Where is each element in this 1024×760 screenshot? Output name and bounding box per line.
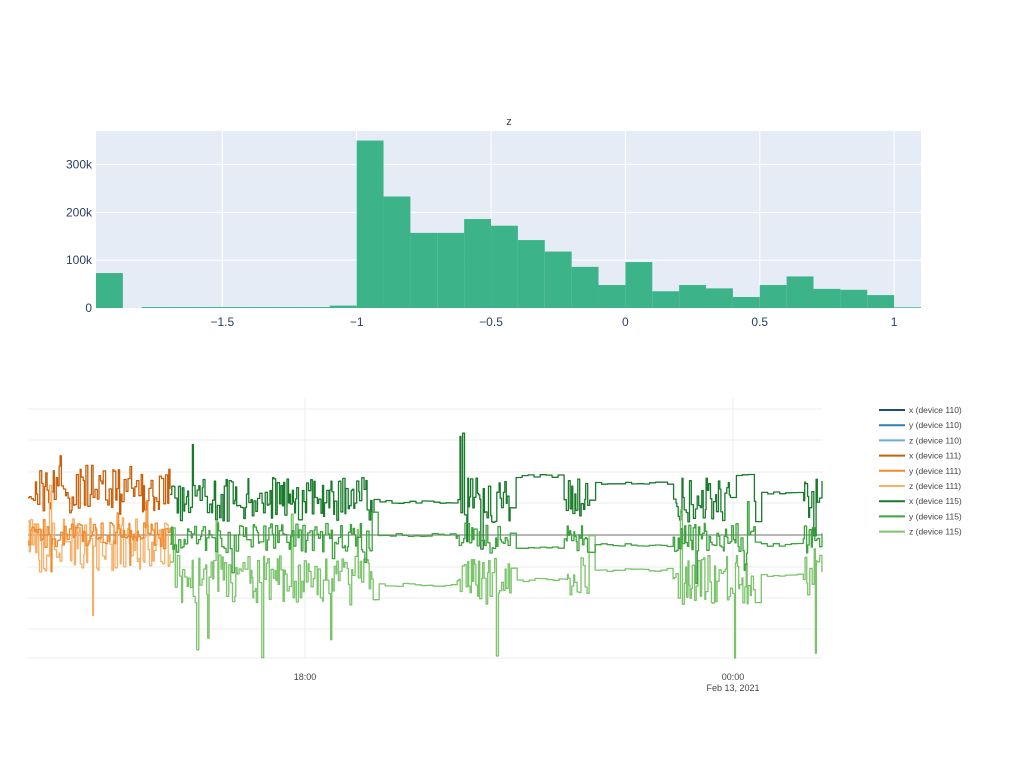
histogram-bar — [517, 240, 545, 308]
histogram-bar — [544, 251, 572, 308]
histogram-bar — [894, 307, 921, 308]
legend-label: y (device 115) — [909, 511, 962, 521]
histogram-y-tick-label: 100k — [66, 253, 93, 267]
histogram-bar — [222, 307, 250, 308]
histogram-bar — [786, 276, 814, 308]
legend-label: z (device 110) — [909, 435, 962, 445]
histogram-bar — [141, 307, 169, 308]
histogram-bar — [302, 307, 330, 308]
histogram-bar — [383, 196, 411, 308]
timeseries-gridlines — [28, 398, 822, 659]
histogram-bar — [840, 289, 868, 308]
histogram-bar — [249, 307, 277, 308]
legend-item[interactable]: x (device 115) — [879, 496, 962, 506]
histogram-y-tick-label: 200k — [66, 205, 93, 219]
histogram-x-tick-label: −1.5 — [210, 315, 234, 329]
histogram-bar — [813, 288, 841, 308]
legend-item[interactable]: z (device 110) — [879, 435, 962, 445]
timeseries-series-line — [170, 509, 823, 659]
histogram-bar — [276, 307, 303, 308]
histogram-bars — [96, 140, 921, 308]
histogram-bar — [706, 288, 733, 308]
histogram-bar — [732, 296, 760, 308]
histogram-bar — [329, 305, 357, 308]
legend-label: z (device 115) — [909, 527, 962, 537]
legend-item[interactable]: y (device 110) — [879, 420, 962, 430]
timeseries-lines — [28, 432, 823, 659]
histogram-bar — [168, 307, 196, 308]
histogram-bar — [410, 232, 438, 308]
legend-label: y (device 111) — [909, 466, 961, 476]
histogram-y-tick-label: 0 — [85, 301, 92, 315]
histogram-x-tick-label: −1 — [350, 315, 364, 329]
histogram-gridlines — [96, 131, 921, 308]
timeseries-x-tick-label: 00:00 — [722, 672, 745, 682]
legend-item[interactable]: y (device 111) — [879, 466, 961, 476]
legend-item[interactable]: z (device 111) — [879, 481, 961, 491]
histogram-x-tick-label: 1 — [891, 315, 898, 329]
histogram-title: z — [506, 116, 512, 128]
timeseries-series-line — [28, 484, 171, 617]
histogram-bar — [598, 285, 626, 308]
histogram-bar — [652, 291, 680, 308]
timeseries-x-tick-sublabel: Feb 13, 2021 — [706, 683, 759, 693]
legend-label: z (device 111) — [909, 481, 961, 491]
histogram-bar — [571, 266, 599, 308]
timeseries-series-line — [170, 432, 823, 550]
legend-label: x (device 115) — [909, 496, 962, 506]
legend-item[interactable]: x (device 111) — [879, 451, 961, 461]
histogram-chart: 0 100k 200k 300k −1.5 −1 −0.5 0 0.5 1 z — [66, 116, 921, 329]
histogram-bar — [195, 307, 223, 308]
histogram-y-ticks: 0 100k 200k 300k — [66, 157, 93, 315]
histogram-bar — [356, 140, 384, 308]
histogram-bar — [491, 225, 518, 308]
histogram-x-tick-label: 0 — [622, 315, 629, 329]
histogram-bar — [625, 262, 653, 308]
histogram-bar — [679, 285, 707, 308]
histogram-y-tick-label: 300k — [66, 157, 93, 171]
timeseries-series-line — [170, 500, 823, 585]
legend-label: y (device 110) — [909, 420, 962, 430]
histogram-bar — [96, 273, 123, 308]
legend-item[interactable]: x (device 110) — [879, 405, 962, 415]
timeseries-legend[interactable]: x (device 110) y (device 110) z (device 11… — [879, 405, 962, 537]
histogram-bar — [867, 295, 895, 308]
timeseries-series-line — [28, 501, 171, 573]
legend-label: x (device 110) — [909, 405, 962, 415]
histogram-bar — [464, 219, 492, 308]
timeseries-x-tick-label: 18:00 — [294, 672, 317, 682]
histogram-bar — [437, 232, 465, 308]
legend-item[interactable]: z (device 115) — [879, 527, 962, 537]
histogram-bar — [759, 285, 787, 308]
legend-item[interactable]: y (device 115) — [879, 511, 962, 521]
histogram-x-tick-label: −0.5 — [479, 315, 503, 329]
legend-label: x (device 111) — [909, 451, 961, 461]
histogram-x-ticks: −1.5 −1 −0.5 0 0.5 1 — [210, 315, 897, 329]
histogram-x-tick-label: 0.5 — [751, 315, 768, 329]
